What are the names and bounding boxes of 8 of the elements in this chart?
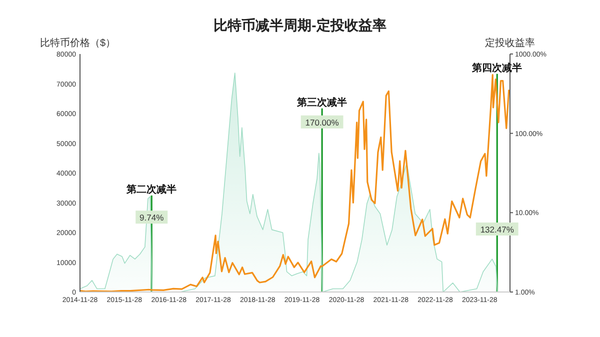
y-axis-title: 比特币价格（$） [40, 37, 116, 49]
ref-line-label: 第三次减半 [296, 96, 348, 108]
annotation: 170.00% [305, 117, 340, 128]
ref-line-label: 第二次减半 [126, 183, 177, 196]
annotation: 132.47% [480, 224, 514, 235]
y2-axis-title: 定投收益率 [485, 37, 535, 49]
annotation: 9.74% [140, 212, 164, 223]
chart-title: 比特币减半周期-定投收益率 [214, 17, 386, 33]
